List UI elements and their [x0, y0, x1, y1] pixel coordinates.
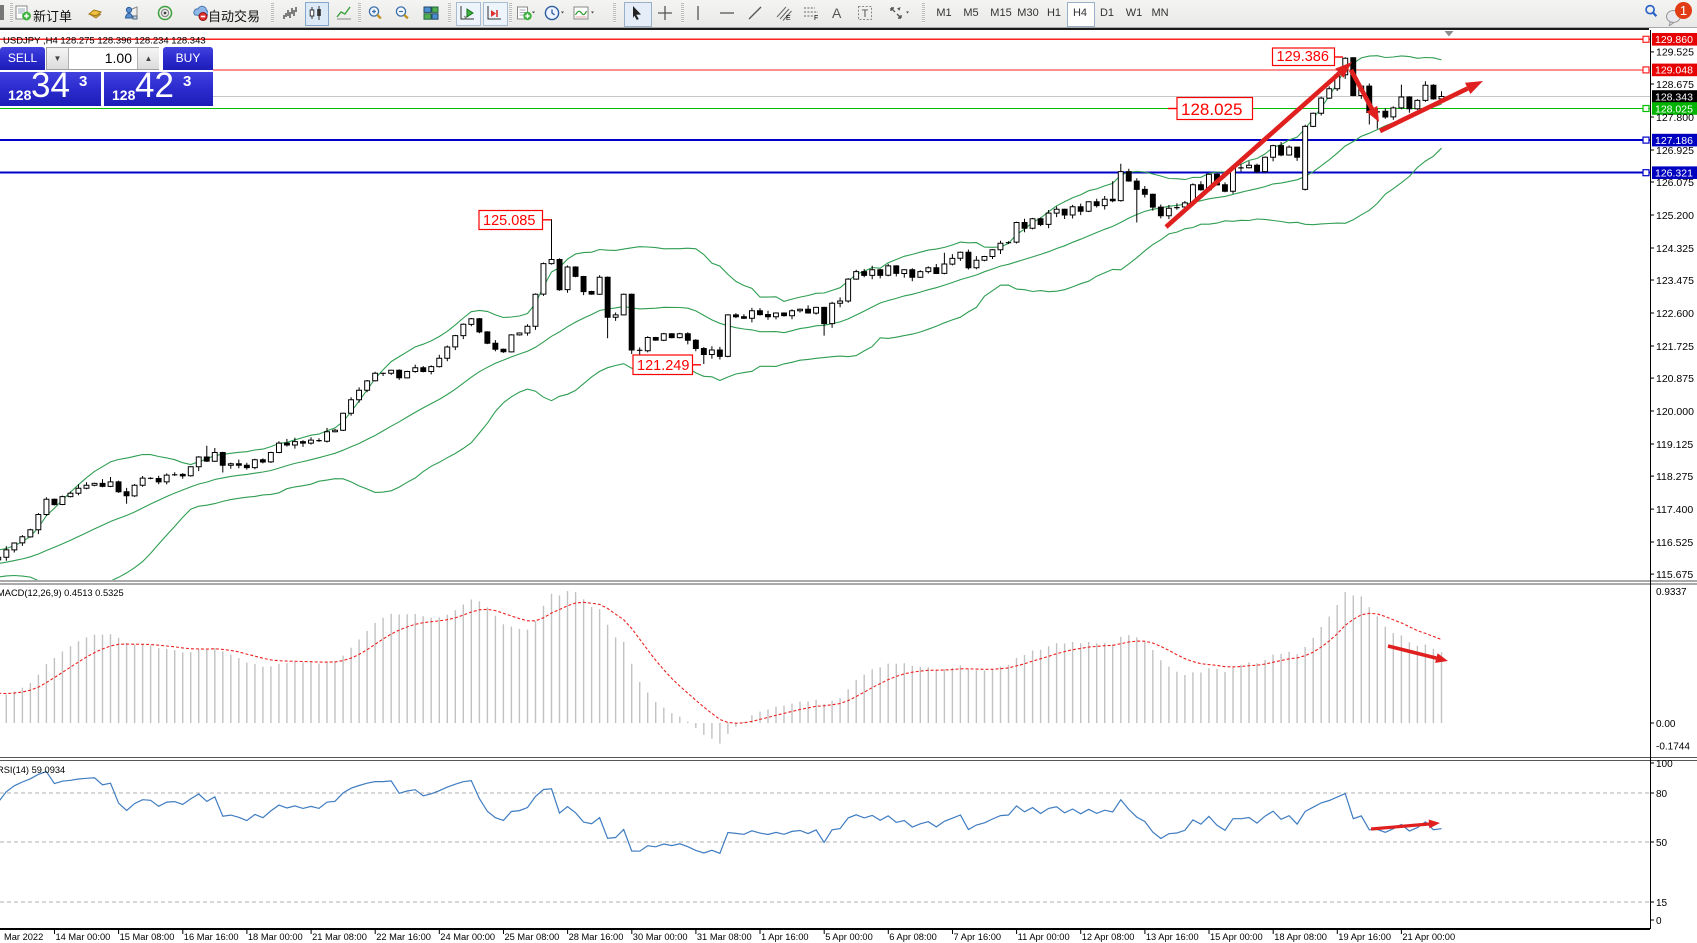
- svg-text:22 Mar 16:00: 22 Mar 16:00: [376, 932, 431, 942]
- svg-text:Mar 2022: Mar 2022: [4, 932, 43, 942]
- svg-text:50: 50: [1656, 838, 1668, 849]
- svg-text:127.800: 127.800: [1656, 112, 1694, 124]
- svg-text:24 Mar 00:00: 24 Mar 00:00: [440, 932, 495, 942]
- svg-text:11 Apr 00:00: 11 Apr 00:00: [1018, 932, 1070, 942]
- svg-text:25 Mar 08:00: 25 Mar 08:00: [505, 932, 560, 942]
- svg-text:1 Apr 16:00: 1 Apr 16:00: [761, 932, 809, 942]
- svg-text:RSI(14) 59.0934: RSI(14) 59.0934: [0, 765, 65, 775]
- svg-text:119.125: 119.125: [1656, 439, 1693, 451]
- svg-text:28 Mar 16:00: 28 Mar 16:00: [569, 932, 624, 942]
- svg-text:122.600: 122.600: [1656, 308, 1694, 320]
- svg-text:116.525: 116.525: [1656, 537, 1693, 549]
- svg-text:MACD(12,26,9) 0.4513 0.5325: MACD(12,26,9) 0.4513 0.5325: [0, 588, 124, 598]
- svg-text:13 Apr 16:00: 13 Apr 16:00: [1146, 932, 1199, 942]
- svg-text:7 Apr 16:00: 7 Apr 16:00: [954, 932, 1002, 942]
- svg-text:117.400: 117.400: [1656, 504, 1693, 516]
- svg-text:121.725: 121.725: [1656, 341, 1694, 353]
- svg-text:E: E: [786, 15, 791, 21]
- svg-text:5 Apr 00:00: 5 Apr 00:00: [825, 932, 873, 942]
- svg-text:0.9337: 0.9337: [1656, 587, 1687, 598]
- svg-text:14 Mar 00:00: 14 Mar 00:00: [56, 932, 111, 942]
- svg-text:16 Mar 16:00: 16 Mar 16:00: [184, 932, 239, 942]
- svg-text:80: 80: [1656, 789, 1668, 800]
- svg-text:18 Apr 08:00: 18 Apr 08:00: [1274, 932, 1327, 942]
- svg-text:126.075: 126.075: [1656, 177, 1694, 189]
- svg-text:129.525: 129.525: [1656, 47, 1694, 59]
- svg-text:118.275: 118.275: [1656, 471, 1693, 483]
- svg-text:21 Apr 00:00: 21 Apr 00:00: [1402, 932, 1455, 942]
- svg-text:123.475: 123.475: [1656, 275, 1694, 287]
- svg-text:T: T: [862, 8, 869, 20]
- svg-text:125.200: 125.200: [1656, 210, 1694, 222]
- svg-text:127.186: 127.186: [1655, 135, 1693, 147]
- svg-text:100: 100: [1656, 759, 1673, 770]
- svg-text:19 Apr 16:00: 19 Apr 16:00: [1338, 932, 1391, 942]
- svg-text:15 Mar 08:00: 15 Mar 08:00: [120, 932, 175, 942]
- svg-text:12 Apr 08:00: 12 Apr 08:00: [1082, 932, 1135, 942]
- svg-text:121.249: 121.249: [637, 358, 689, 374]
- svg-text:129.860: 129.860: [1655, 34, 1693, 46]
- svg-text:124.325: 124.325: [1656, 243, 1694, 255]
- svg-text:F: F: [814, 15, 818, 21]
- svg-text:0.00: 0.00: [1656, 719, 1676, 730]
- svg-text:128.025: 128.025: [1181, 100, 1242, 119]
- svg-text:120.875: 120.875: [1656, 373, 1694, 385]
- svg-text:125.085: 125.085: [483, 213, 535, 229]
- svg-text:126.321: 126.321: [1655, 168, 1693, 180]
- svg-text:0: 0: [1656, 916, 1662, 927]
- svg-text:120.000: 120.000: [1656, 406, 1694, 418]
- svg-text:31 Mar 08:00: 31 Mar 08:00: [697, 932, 752, 942]
- svg-text:21 Mar 08:00: 21 Mar 08:00: [312, 932, 367, 942]
- svg-text:129.386: 129.386: [1277, 49, 1329, 65]
- svg-text:129.048: 129.048: [1655, 65, 1693, 77]
- svg-text:126.925: 126.925: [1656, 145, 1694, 157]
- svg-text:30 Mar 00:00: 30 Mar 00:00: [633, 932, 688, 942]
- svg-text:USDJPY ,H4 128.275 128.396 12: USDJPY ,H4 128.275 128.396 128.234 128.3…: [3, 36, 206, 47]
- svg-text:15: 15: [1656, 898, 1668, 909]
- svg-text:15 Apr 00:00: 15 Apr 00:00: [1210, 932, 1263, 942]
- svg-text:18 Mar 00:00: 18 Mar 00:00: [248, 932, 303, 942]
- svg-text:128.343: 128.343: [1655, 91, 1693, 103]
- svg-text:115.675: 115.675: [1656, 569, 1693, 581]
- svg-text:6 Apr 08:00: 6 Apr 08:00: [889, 932, 937, 942]
- svg-text:128.675: 128.675: [1656, 79, 1694, 91]
- svg-text:128.025: 128.025: [1655, 103, 1693, 115]
- svg-text:-0.1744: -0.1744: [1656, 742, 1690, 753]
